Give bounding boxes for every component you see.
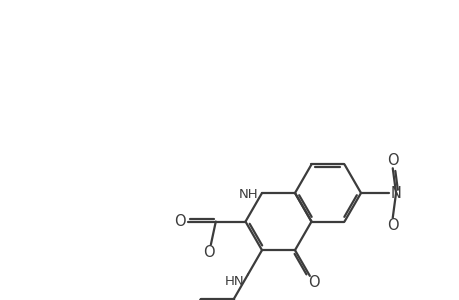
Text: HN: HN [224, 275, 243, 288]
Text: O: O [308, 275, 319, 290]
Text: O: O [386, 153, 397, 168]
Text: O: O [202, 245, 214, 260]
Text: NH: NH [238, 188, 257, 202]
Text: O: O [174, 214, 185, 229]
Text: N: N [390, 185, 401, 200]
Text: O: O [386, 218, 397, 233]
